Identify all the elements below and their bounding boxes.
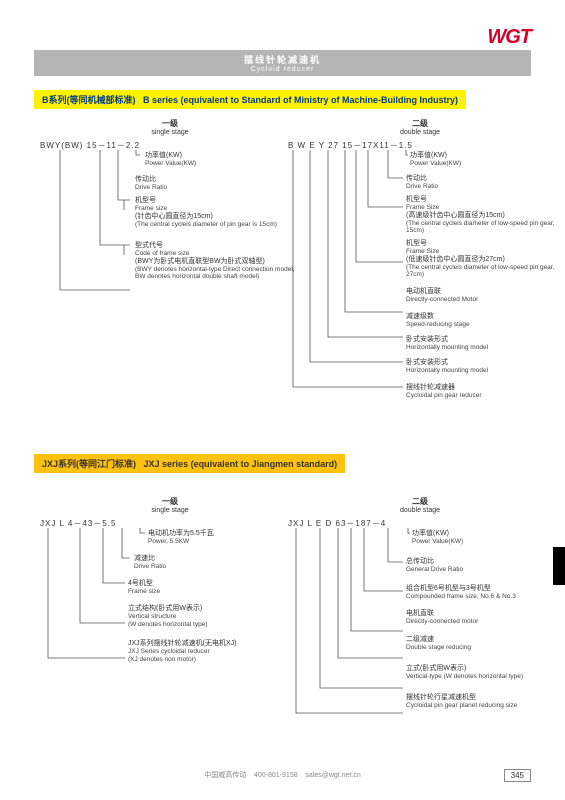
jxj-double-stage-label: 二级 double stage [370, 496, 470, 514]
b-single-label-3: 型式代号 Code of frame size (BWY为卧式电机直联型BW为卧… [135, 242, 295, 281]
jxj-single-label-0: 电动机功率为5.5千瓦Power, 5.5KW [148, 530, 288, 546]
jxj-double-label-5: 立式(卧式用W表示)Vertical-type (W denotes horiz… [406, 665, 565, 681]
jxj-double-label-6: 摆线针轮行星减速机型Cycloidal pin gear planet redu… [406, 694, 565, 710]
jxj-single-label-2: 4号机型Frame size [128, 580, 268, 596]
jxj-double-label-1: 总传动比General Drive Ratio [406, 558, 546, 574]
side-tab [553, 547, 565, 585]
page-footer: 中国威高传动 400-801-9158 sales@wgt.net.cn [0, 770, 565, 780]
b-double-label-0: 功率值(KW)Power Value(KW) [410, 152, 550, 168]
b-single-label-0: 功率值(KW) Power Value(KW) [145, 152, 285, 168]
page-header: 摆线针轮减速机 Cycloid reducer [34, 50, 531, 76]
b-double-label-5: 减速级数Speed-reducing stage [406, 313, 556, 329]
jxj-double-label-3: 电机直联Directly-connected motor [406, 610, 556, 626]
b-double-label-6: 卧式安装形式Horizontally mounting model [406, 359, 556, 375]
jxj-single-label-1: 减速比Drive Ratio [134, 555, 274, 571]
brand-logo: WGT [487, 26, 531, 49]
b-double-label-4: 电动机直联Directly-connected Motor [406, 288, 556, 304]
page-number: 345 [504, 769, 531, 782]
section-b-title: B系列(等同机械部标准) B series (equivalent to Sta… [34, 90, 466, 109]
b-double-label-2: 机型号Frame Size (高速级针齿中心圆直径为15cm)(The cent… [406, 196, 556, 235]
section-jxj-title: JXJ系列(等同江门标准) JXJ series (equivalent to … [34, 454, 345, 473]
b-double-label-6b: 卧式安装形式Horizontally mounting model [406, 336, 556, 352]
header-en: Cycloid reducer [251, 66, 315, 73]
jxj-double-label-4: 二级减速Double stage reducing [406, 636, 556, 652]
b-single-label-1: 传动比 Drive Ratio [135, 176, 275, 192]
header-cn: 摆线针轮减速机 [244, 53, 321, 66]
jxj-single-label-4: JXJ系列摆线针轮减速机(无电机XJ)JXJ Series cycloidal … [128, 640, 298, 663]
jxj-single-label-3: 立式结构(卧式用W表示)Vertical structure (W denote… [128, 605, 288, 628]
jxj-double-label-0: 功率值(KW)Power Value(KW) [412, 530, 552, 546]
b-single-label-2: 机型号 Frame size (针齿中心圆直径为15cm) (The centr… [135, 197, 285, 228]
jxj-double-label-2: 组合机型6号机型与3号机型Compounded frame size, No.6… [406, 585, 565, 601]
b-double-label-7: 摆线针轮减速器Cycloidal pin gear reducer [406, 384, 556, 400]
b-double-label-1: 传动比Drive Ratio [406, 175, 546, 191]
jxj-single-stage-label: 一级 single stage [120, 496, 220, 514]
b-double-label-3: 机型号Frame Size (低速级针齿中心圆直径为27cm)(The cent… [406, 240, 556, 279]
b-single-stage-label: 一级 single stage [120, 118, 220, 136]
b-double-stage-label: 二级 double stage [370, 118, 470, 136]
